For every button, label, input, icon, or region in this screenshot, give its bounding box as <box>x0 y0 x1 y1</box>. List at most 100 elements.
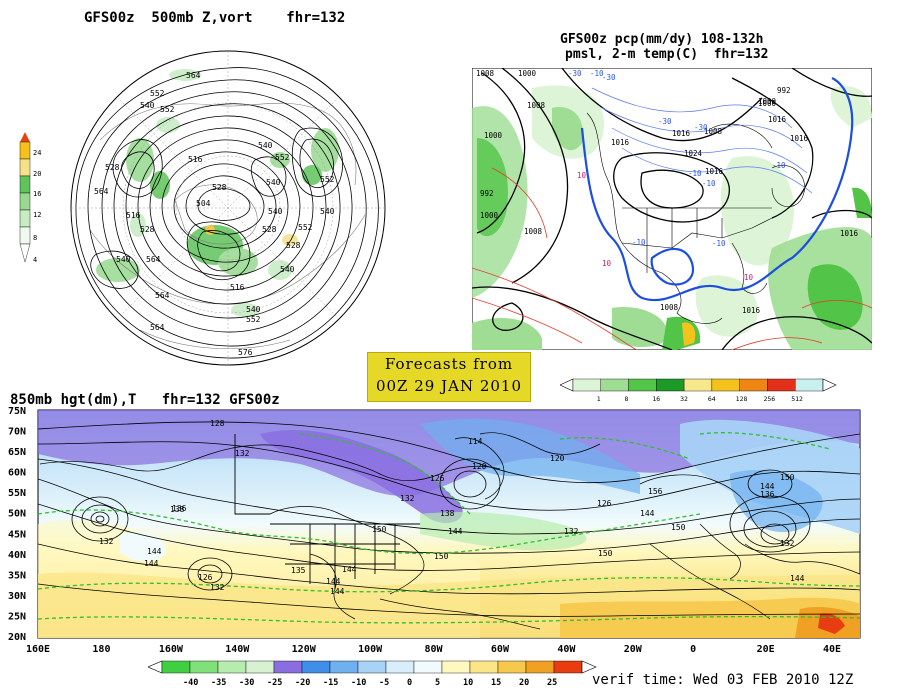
h850-colorbar-cell <box>357 660 387 674</box>
h850-height-label: 150 <box>598 549 613 558</box>
h850-lat-label: 25N <box>8 611 26 622</box>
qpf-temp-label: -10 <box>688 169 702 178</box>
h850-lat-labels: 75N 70N 65N 60N 55N 50N 45N 40N 35N 30N 25N 20N <box>8 406 26 643</box>
h850-height-label: 114 <box>468 437 483 446</box>
qpf-temp-label: -10 <box>702 179 716 188</box>
h850-temperature-shading <box>38 410 860 638</box>
qpf-legend-tick: 32 <box>680 395 688 403</box>
h850-colorbar-tick: -5 <box>379 678 389 688</box>
h850-colorbar-cell <box>189 660 219 674</box>
h850-height-label: 136 <box>172 504 187 513</box>
h850-height-label: 138 <box>440 509 455 518</box>
h850-colorbar-tick: -10 <box>351 678 366 688</box>
hemi-contour-label: 528 <box>262 225 277 234</box>
hemi-contour-label: 552 <box>246 315 261 324</box>
hemi-contour-label: 540 <box>258 141 273 150</box>
qpf-temp-label: -10 <box>590 69 604 78</box>
qpf-isobar-label: 1008 <box>476 69 495 78</box>
h850-lon-label: 180 <box>92 644 110 655</box>
hemi-contour-label: 504 <box>196 199 211 208</box>
qpf-legend-cell <box>767 378 796 392</box>
h850-colorbar-cell <box>413 660 443 674</box>
h850-height-label: 150 <box>434 552 449 561</box>
qpf-legend-tick: 256 <box>763 395 775 403</box>
h850-colorbar: -40 -35 -30 -25 -20 -15 -10 -5 0 5 10 15 20 25 <box>148 660 597 688</box>
h850-height-label: 150 <box>372 525 387 534</box>
qpf-temp-label: -10 <box>632 238 646 247</box>
h850-height-label: 132 <box>210 583 225 592</box>
hemi-contour-label: 564 <box>186 71 201 80</box>
h850-height-label: 126 <box>430 474 445 483</box>
hemi-legend-tick: 16 <box>33 190 41 198</box>
h850-colorbar-tick: -20 <box>295 678 310 688</box>
h850-borders <box>234 434 420 589</box>
hemi-contour-label: 540 <box>116 255 131 264</box>
h850-height-label: 135 <box>291 566 306 575</box>
h850-height-label: 136 <box>760 490 775 499</box>
h850-isotherms <box>38 432 860 624</box>
qpf-precip-shading <box>472 85 872 350</box>
qpf-isobar-label: 1000 <box>484 131 503 140</box>
hemi-contour-label: 552 <box>298 223 313 232</box>
h850-colorbar-cell <box>245 660 275 674</box>
hemi-contour-label: 552 <box>160 105 175 114</box>
h850-height-label: 138 <box>170 505 185 514</box>
qpf-isobar-labels: 1008 1000 1008 1000 992 1000 1008 1016 1… <box>476 69 859 315</box>
h850-lon-label: 40E <box>823 644 841 655</box>
hemi-contour-label: 564 <box>150 323 165 332</box>
h850-height-label: 132 <box>780 539 795 548</box>
qpf-isobar-label: 1016 <box>611 138 630 147</box>
h850-lon-label: 160W <box>159 644 184 655</box>
qpf-isobar-label: 1016 <box>672 129 691 138</box>
hemi-legend-tick: 8 <box>33 234 37 242</box>
qpf-warm-isotherms <box>472 167 872 350</box>
hemi-title: GFS00z 500mb Z,vort fhr=132 <box>84 10 346 26</box>
h850-height-label: 144 <box>790 574 805 583</box>
hemi-legend-tick: 4 <box>33 256 37 264</box>
h850-lat-label: 70N <box>8 427 26 438</box>
h850-height-label: 128 <box>210 419 225 428</box>
h850-colorbar-tick: 20 <box>519 678 529 688</box>
h850-lon-label: 120W <box>292 644 317 655</box>
h850-colorbar-tick: -35 <box>211 678 226 688</box>
qpf-legend-tick: 128 <box>736 395 748 403</box>
h850-lon-label: 20W <box>624 644 643 655</box>
h850-height-label: 144 <box>760 482 775 491</box>
h850-colorbar-cell <box>553 660 583 674</box>
qpf-legend-cell <box>683 378 713 392</box>
qpf-isobar-label: 1000 <box>758 97 777 106</box>
qpf-isobar-label: 1016 <box>840 229 859 238</box>
qpf-title-line1: GFS00z pcp(mm/dy) 108-132h <box>560 32 764 47</box>
qpf-isobar-label: 1024 <box>684 149 703 158</box>
h850-colorbar-cell <box>441 660 471 674</box>
qpf-isobar-label: 1016 <box>705 167 724 176</box>
qpf-temp-label: -30 <box>568 69 582 78</box>
qpf-isobar-label: 1000 <box>758 99 777 108</box>
h850-colorbar-cell <box>217 660 247 674</box>
qpf-cold-isotherms <box>591 87 813 194</box>
qpf-legend-cell <box>628 378 657 392</box>
h850-lon-label: 0 <box>690 644 696 655</box>
h850-colorbar-cell <box>273 660 303 674</box>
qpf-isobar-label: 1008 <box>660 303 679 312</box>
h850-height-label: 144 <box>326 577 341 586</box>
h850-colorbar-cell <box>161 660 191 674</box>
h850-lon-label: 100W <box>358 644 383 655</box>
hemi-coastlines <box>89 102 366 350</box>
forecast-init-box: Forecasts from 00Z 29 JAN 2010 <box>367 352 531 402</box>
qpf-isobar-label: 1008 <box>527 101 546 110</box>
qpf-legend-tick: 512 <box>791 395 803 403</box>
h850-colorbar-cell <box>525 660 555 674</box>
h850-lon-label: 160E <box>26 644 50 655</box>
h850-colorbar-tick: 10 <box>463 678 473 688</box>
h850-height-label: 120 <box>550 454 565 463</box>
h850-lat-label: 60N <box>8 468 26 479</box>
hemi-contour-label: 540 <box>246 305 261 314</box>
qpf-legend-tick: 16 <box>652 395 660 403</box>
h850-lon-label: 20E <box>757 644 775 655</box>
h850-lon-labels: 160E 180 160W 140W 120W 100W 80W 60W 40W 20W 0 20E 4… <box>26 644 841 655</box>
h850-height-label: 144 <box>147 547 162 556</box>
hemi-contour-label: 552 <box>275 153 290 162</box>
hemi-contour-label: 540 <box>280 265 295 274</box>
qpf-isobar-label: 1000 <box>480 211 499 220</box>
